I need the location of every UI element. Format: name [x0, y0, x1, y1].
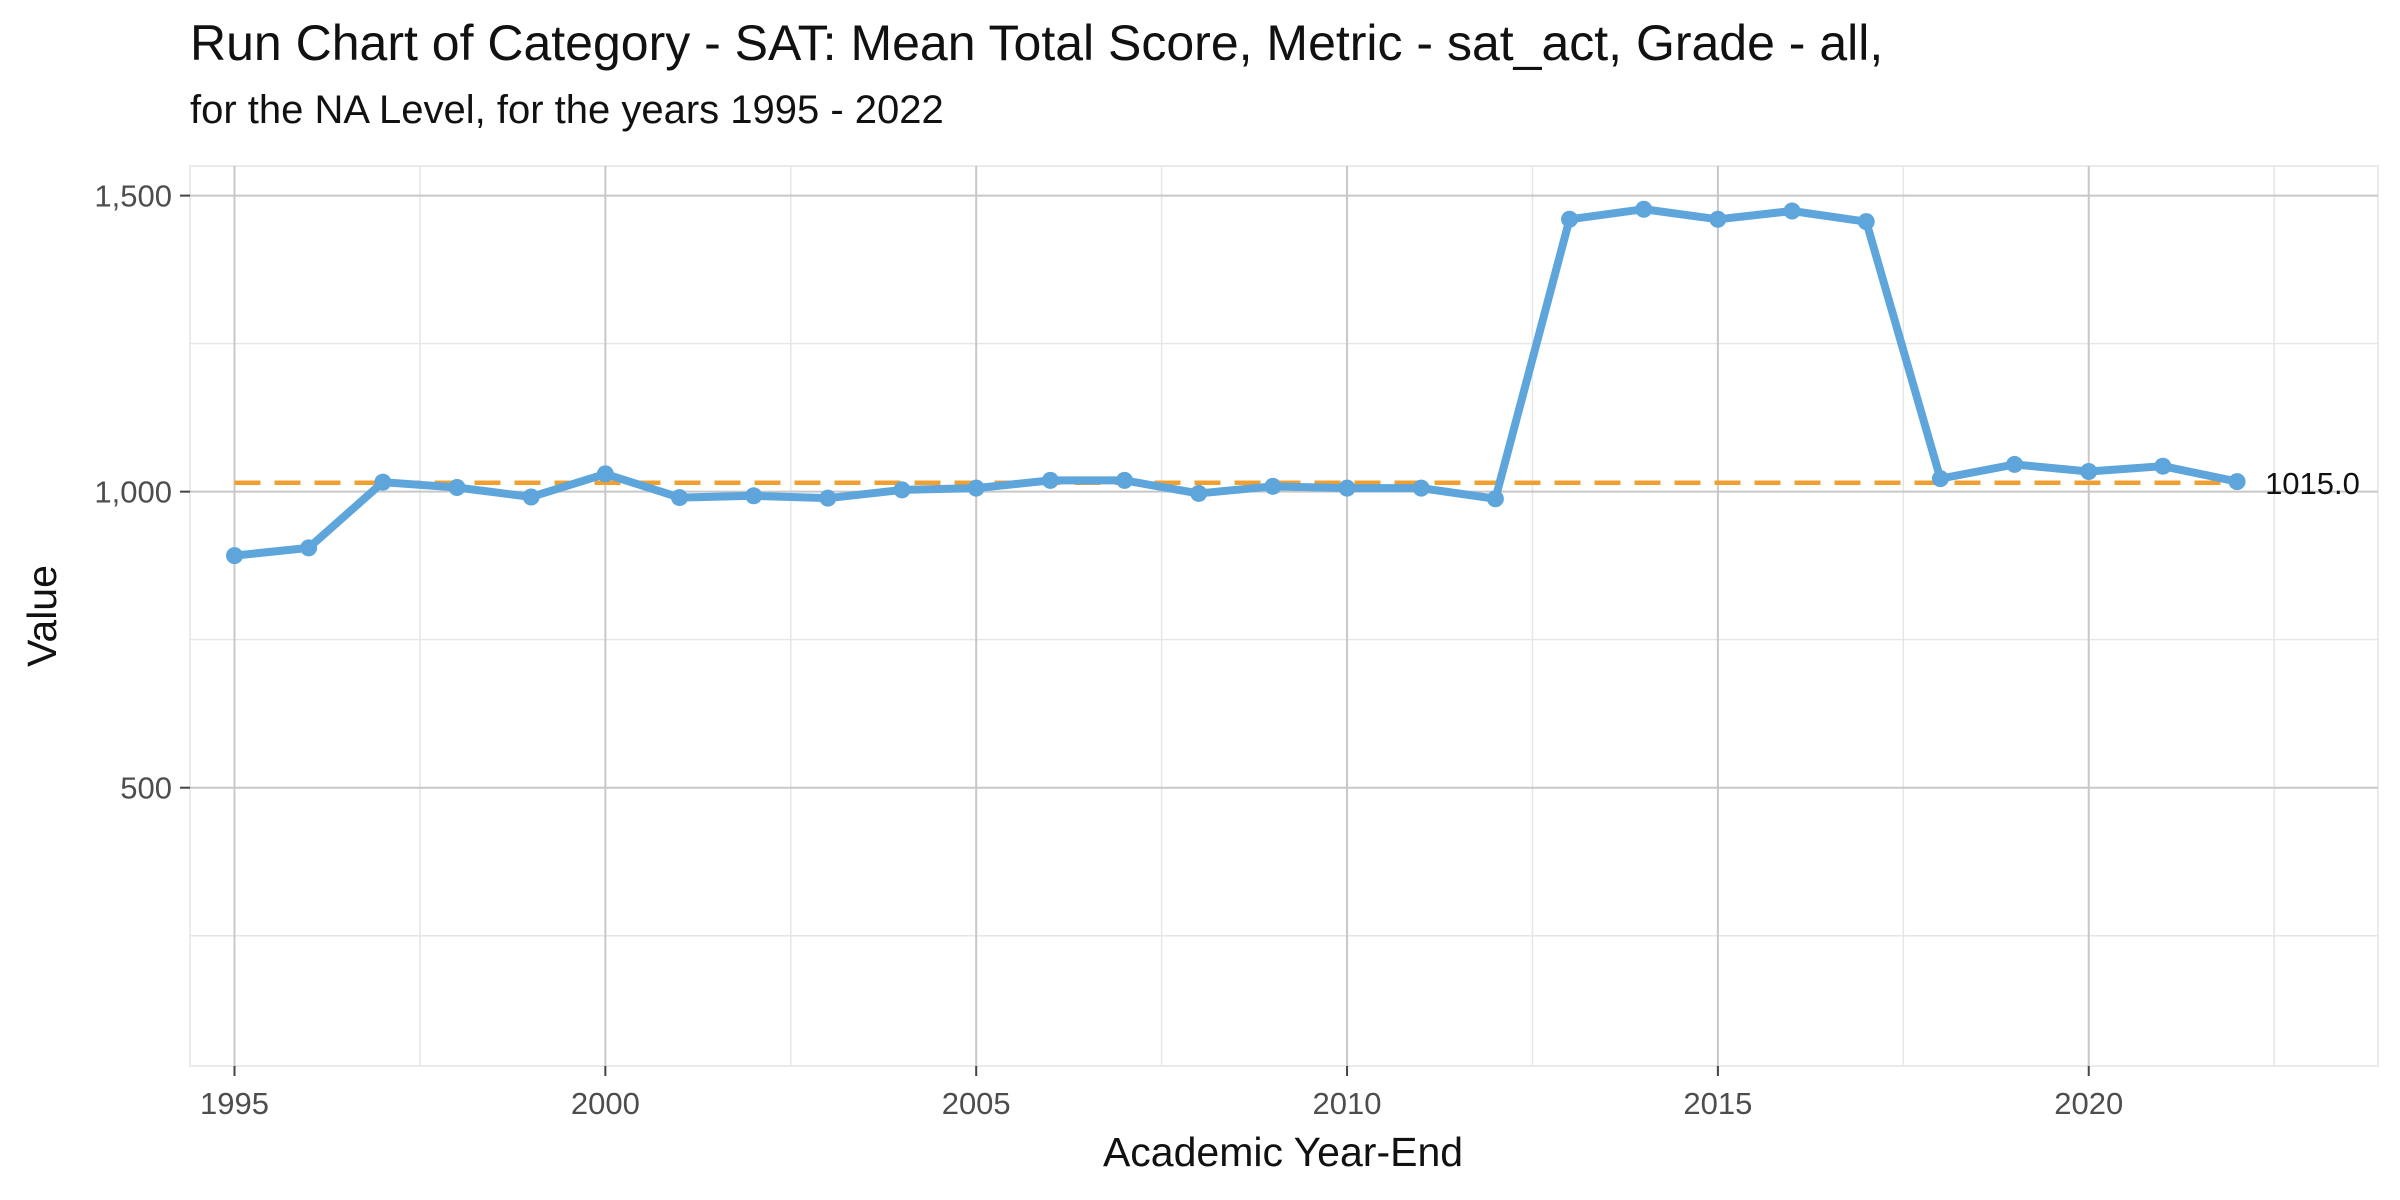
data-point	[1635, 200, 1653, 218]
data-point	[1412, 479, 1430, 497]
data-point	[893, 481, 911, 499]
data-point	[1783, 202, 1801, 220]
data-point	[1709, 210, 1727, 228]
data-point	[1338, 479, 1356, 497]
x-tick-label: 2010	[1313, 1086, 1382, 1121]
data-point	[300, 539, 318, 557]
x-tick-label: 2015	[1683, 1086, 1752, 1121]
data-point	[1264, 477, 1282, 495]
data-point	[967, 479, 985, 497]
plot-panel	[189, 165, 2379, 1067]
series-line	[230, 205, 2242, 560]
data-point	[1931, 470, 1949, 488]
data-point	[226, 547, 244, 565]
data-point	[448, 479, 466, 497]
data-point	[2228, 473, 2246, 491]
y-tick-label: 500	[120, 771, 172, 806]
chart-subtitle: for the NA Level, for the years 1995 - 2…	[190, 88, 944, 132]
data-point	[1561, 210, 1579, 228]
series-group	[226, 200, 2246, 565]
major-gridlines	[190, 166, 2378, 1066]
data-point	[2006, 455, 2024, 473]
data-point	[819, 489, 837, 507]
x-tick-label: 2000	[571, 1086, 640, 1121]
data-point	[1857, 213, 1875, 231]
data-point	[2080, 463, 2098, 481]
x-tick-label: 2005	[942, 1086, 1011, 1121]
y-axis-title: Value	[19, 565, 65, 667]
x-tick-label: 1995	[200, 1086, 269, 1121]
y-tick-label: 1,000	[94, 475, 172, 510]
y-tick-label: 1,500	[94, 179, 172, 214]
x-axis-ticks: 1995 2000 2005 2010 2015 2020	[200, 1066, 2123, 1121]
data-point	[374, 473, 392, 491]
minor-gridlines	[190, 166, 2378, 1066]
data-point	[1486, 490, 1504, 508]
x-tick-label: 2020	[2054, 1086, 2123, 1121]
data-point	[596, 465, 614, 483]
x-axis-title: Academic Year-End	[1103, 1129, 1463, 1175]
reference-line-label: 1015.0	[2265, 466, 2360, 501]
data-point	[1116, 471, 1134, 489]
data-point	[1190, 484, 1208, 502]
data-point	[745, 487, 763, 505]
data-point	[522, 488, 540, 506]
y-axis-ticks: 500 1,000 1,500	[94, 179, 190, 806]
data-point	[1041, 471, 1059, 489]
data-point	[671, 489, 689, 507]
data-point	[2154, 457, 2172, 475]
chart-title: Run Chart of Category - SAT: Mean Total …	[190, 15, 1884, 71]
